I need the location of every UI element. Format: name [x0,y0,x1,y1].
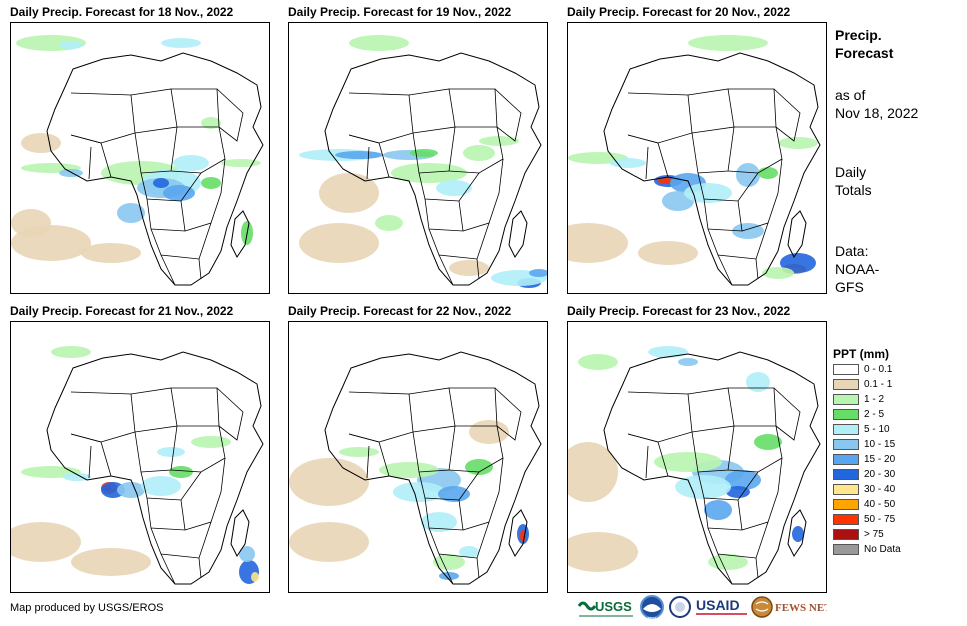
svg-text:USAID: USAID [696,597,740,613]
noaa-logo: NOAA [639,594,665,620]
legend-item: 5 - 10 [833,422,923,437]
data-source-2: NOAA- [835,261,880,277]
forecast-panel-22-nov: Daily Precip. Forecast for 22 Nov., 2022 [288,303,548,593]
legend-swatch [833,529,859,540]
sidebar-heading-1: Precip. [835,27,882,43]
fews-net-logo: FEWS NET [751,594,832,620]
legend-label: 0.1 - 1 [864,379,893,390]
legend-item: > 75 [833,527,923,542]
legend-label: 50 - 75 [864,514,896,525]
forecast-panel-21-nov: Daily Precip. Forecast for 21 Nov., 2022 [10,303,270,593]
legend-swatch [833,514,859,525]
sidebar-heading-2: Forecast [835,45,894,61]
forecast-panel-18-nov: Daily Precip. Forecast for 18 Nov., 2022 [10,4,270,294]
forecast-panel-20-nov: Daily Precip. Forecast for 20 Nov., 2022 [567,4,827,294]
precip-map [567,321,827,593]
legend-label: 15 - 20 [864,454,896,465]
legend-label: No Data [864,544,901,555]
usaid-logo: USAID [695,594,749,620]
forecast-panel-23-nov: Daily Precip. Forecast for 23 Nov., 2022 [567,303,827,593]
legend-item: 0.1 - 1 [833,377,923,392]
legend-label: 20 - 30 [864,469,896,480]
svg-text:USGS: USGS [595,599,632,614]
data-source-3: GFS [835,279,864,295]
legend-item: 2 - 5 [833,407,923,422]
legend-label: 30 - 40 [864,484,896,495]
panel-title: Daily Precip. Forecast for 21 Nov., 2022 [10,304,234,318]
precip-map [10,321,270,593]
precip-map [567,22,827,294]
legend-item: 15 - 20 [833,452,923,467]
panel-title: Daily Precip. Forecast for 20 Nov., 2022 [567,5,791,19]
legend-label: 2 - 5 [864,409,885,420]
legend-item: 20 - 30 [833,467,923,482]
legend-swatch [833,484,859,495]
data-source-1: Data: [835,243,869,259]
panel-title: Daily Precip. Forecast for 19 Nov., 2022 [288,5,512,19]
legend-label: 1 - 2 [864,394,885,405]
as-of-date: Nov 18, 2022 [835,105,919,121]
panel-title: Daily Precip. Forecast for 23 Nov., 2022 [567,304,791,318]
precip-map [288,22,548,294]
forecast-panel-19-nov: Daily Precip. Forecast for 19 Nov., 2022 [288,4,548,294]
precip-map [288,321,548,593]
totals-label-2: Totals [835,182,872,198]
legend-label: 40 - 50 [864,499,896,510]
legend-item: 10 - 15 [833,437,923,452]
legend-item: 30 - 40 [833,482,923,497]
precip-legend: PPT (mm) 0 - 0.1 0.1 - 1 1 - 2 2 - 5 5 - 10 1… [833,346,923,557]
totals-label-1: Daily [835,164,867,180]
legend-label: 10 - 15 [864,439,896,450]
panel-title: Daily Precip. Forecast for 22 Nov., 2022 [288,304,512,318]
legend-swatch [833,409,859,420]
legend-swatch [833,364,859,375]
legend-swatch [833,424,859,435]
legend-label: > 75 [864,529,884,540]
legend-title: PPT (mm) [833,347,890,361]
legend-swatch [833,469,859,480]
partner-logos: USGS NOAA USAID FEWS NET [577,594,832,622]
panel-title: Daily Precip. Forecast for 18 Nov., 2022 [10,5,234,19]
dhs-seal-icon [669,594,691,620]
precip-map [10,22,270,294]
legend-item: 0 - 0.1 [833,362,923,377]
legend-swatch [833,394,859,405]
legend-label: 5 - 10 [864,424,890,435]
legend-swatch [833,544,859,555]
legend-label: 0 - 0.1 [864,364,893,375]
legend-item: No Data [833,542,923,557]
as-of-label: as of [835,87,866,103]
svg-text:NOAA: NOAA [648,616,658,620]
legend-swatch [833,439,859,450]
legend-item: 1 - 2 [833,392,923,407]
usgs-logo: USGS [577,594,635,620]
map-credit: Map produced by USGS/EROS [10,602,164,614]
legend-swatch [833,499,859,510]
legend-item: 50 - 75 [833,512,923,527]
legend-swatch [833,379,859,390]
legend-swatch [833,454,859,465]
svg-text:FEWS NET: FEWS NET [775,602,827,614]
legend-item: 40 - 50 [833,497,923,512]
